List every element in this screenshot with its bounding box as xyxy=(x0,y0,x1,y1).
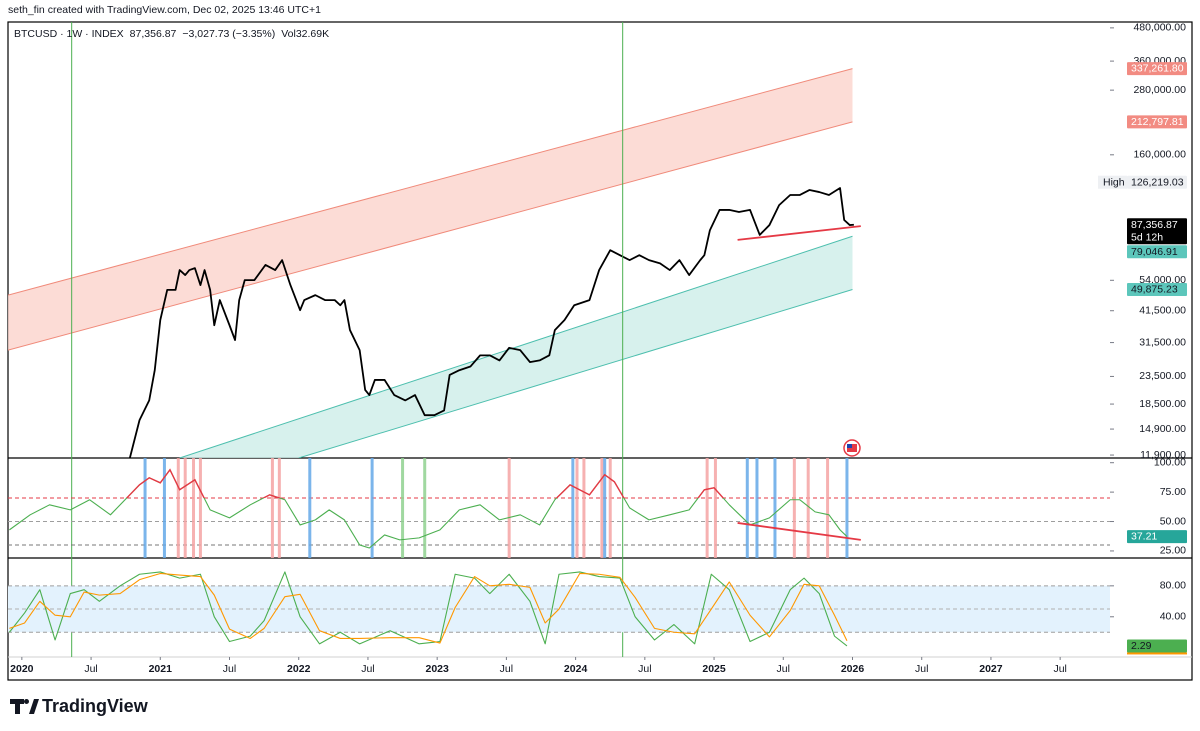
price-tag-label: 49,875.23 xyxy=(1131,284,1178,296)
pane xyxy=(8,571,1110,647)
logo-dot xyxy=(24,699,29,704)
price-tag xyxy=(1127,218,1187,245)
x-tick-label: Jul xyxy=(361,663,374,675)
trendline xyxy=(737,522,861,541)
y-tick-label: 75.00 xyxy=(1160,486,1186,498)
overbought-line xyxy=(125,468,725,498)
price-tag-label: 2.29 xyxy=(1131,640,1152,652)
price-tag-label: 79,046.91 xyxy=(1131,246,1178,258)
footer-logo xyxy=(10,699,39,714)
x-tick-label: 2025 xyxy=(702,663,726,675)
logo-slash xyxy=(29,699,39,714)
y-tick-label: 50.00 xyxy=(1160,515,1186,527)
y-tick-label: 31,500.00 xyxy=(1139,336,1186,348)
x-tick-label: Jul xyxy=(84,663,97,675)
price-tag xyxy=(1127,175,1187,189)
y-tick-label: 100.00 xyxy=(1154,456,1186,468)
y-tick-label: 41,500.00 xyxy=(1139,305,1186,317)
y-tick-label: 40.00 xyxy=(1160,611,1186,623)
pane xyxy=(8,68,861,458)
x-tick-label: Jul xyxy=(1053,663,1066,675)
logo-stem xyxy=(15,699,20,714)
trendline xyxy=(737,225,861,241)
header: seth_fin created with TradingView.com, D… xyxy=(8,4,321,16)
series-line xyxy=(128,187,854,458)
x-tick-label: 2023 xyxy=(425,663,449,675)
price-tag-prefix: High xyxy=(1103,176,1125,188)
x-tick-label: 2024 xyxy=(564,663,588,675)
x-tick-label: 2026 xyxy=(841,663,865,675)
price-tag xyxy=(1127,530,1187,544)
series-line xyxy=(8,571,848,647)
price-tag xyxy=(1127,639,1187,653)
pane xyxy=(8,458,1110,558)
price-tag xyxy=(1127,282,1187,296)
y-tick-label: 80.00 xyxy=(1160,580,1186,592)
frame xyxy=(7,21,1193,681)
channel-edge xyxy=(8,68,853,296)
y-tick-label: 18,500.00 xyxy=(1139,398,1186,410)
price-tag-label: 337,261.80 xyxy=(1131,63,1184,75)
flag-icon xyxy=(843,439,861,457)
y-tick-label: 280,000.00 xyxy=(1133,84,1186,96)
channel-edge xyxy=(8,121,853,351)
legend-change: −3,027.73 (−3.35%) xyxy=(182,28,275,40)
price-tag xyxy=(1127,115,1187,129)
y-tick-label: 160,000.00 xyxy=(1133,149,1186,161)
y-tick-label: 23,500.00 xyxy=(1139,370,1186,382)
x-tick-label: Jul xyxy=(915,663,928,675)
y-tick-label: 14,900.00 xyxy=(1139,423,1186,435)
price-tag-countdown: 5d 12h xyxy=(1131,232,1163,244)
y-tick-label: 25.00 xyxy=(1160,545,1186,557)
channel-edge xyxy=(298,289,853,458)
channel-edge xyxy=(179,235,853,458)
y-tick-label: 480,000.00 xyxy=(1133,22,1186,34)
x-tick-label: Jul xyxy=(223,663,236,675)
legend-volume: Vol32.69K xyxy=(281,28,329,40)
x-tick-label: Jul xyxy=(638,663,651,675)
price-tag-label: 212,797.81 xyxy=(1131,116,1184,128)
x-tick-label: 2021 xyxy=(149,663,173,675)
price-tag-label: 126,219.03 xyxy=(1131,176,1184,188)
series-line xyxy=(9,572,848,644)
price-tag-prefix-bg xyxy=(1098,175,1127,189)
price-tag xyxy=(1127,62,1187,76)
legend-title: BTCUSD · 1W · INDEX xyxy=(14,28,124,40)
legend-last: 87,356.87 xyxy=(130,28,177,40)
price-tag xyxy=(1127,245,1187,259)
x-tick-label: Jul xyxy=(500,663,513,675)
price-tag-label: 87,356.87 xyxy=(1131,219,1178,231)
price-tag-underline xyxy=(1127,652,1187,655)
y-tick-label: 11,900.00 xyxy=(1140,449,1186,461)
footer-brand: TradingView xyxy=(42,696,149,716)
price-tag-label: 37.21 xyxy=(1131,531,1157,543)
x-tick-label: Jul xyxy=(777,663,790,675)
channel-fill xyxy=(8,68,853,351)
x-tick-label: 2027 xyxy=(979,663,1003,675)
x-tick-label: 2020 xyxy=(10,663,34,675)
x-tick-label: 2022 xyxy=(287,663,311,675)
flag-canton xyxy=(847,444,852,448)
